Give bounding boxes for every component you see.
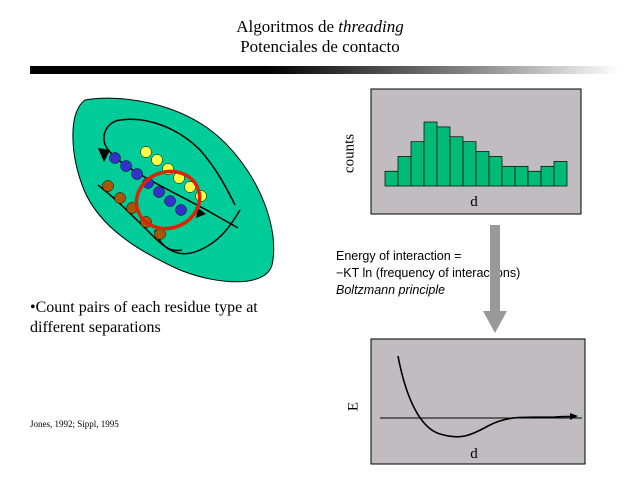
protein-illustration	[72, 97, 275, 283]
residue-bead	[102, 180, 114, 192]
residue-bead	[164, 195, 176, 207]
histogram-bars	[384, 121, 568, 187]
residue-bead	[109, 152, 121, 164]
energy-line1: Energy of interaction =	[336, 249, 462, 263]
histogram-bar	[423, 121, 438, 187]
arrowhead-right	[196, 208, 206, 218]
histogram-bar	[514, 165, 529, 187]
residue-bead	[114, 192, 126, 204]
histogram-bar	[384, 170, 399, 187]
slide-title-line2: Potenciales de contacto	[240, 37, 400, 56]
residue-bead	[131, 168, 143, 180]
energy-line3: Boltzmann principle	[336, 283, 446, 297]
arrowhead-left	[98, 148, 110, 162]
title-italic: threading	[338, 17, 404, 36]
histogram-bar	[462, 141, 477, 187]
energy-curve	[397, 355, 576, 438]
histogram-bar	[553, 161, 568, 187]
title-rule	[30, 66, 620, 74]
energy-ylabel: E	[345, 401, 362, 412]
histogram-bar	[475, 151, 490, 187]
histogram-bar	[540, 165, 555, 187]
histogram-ylabel: counts	[341, 133, 358, 174]
slide-title-line1: Algoritmos de threading	[0, 17, 640, 37]
down-arrow	[483, 225, 507, 333]
residue-bead	[140, 146, 152, 158]
histogram-bar	[527, 170, 542, 187]
histogram-panel: d	[370, 88, 582, 215]
histogram-bar	[436, 126, 451, 187]
residue-bead	[151, 154, 163, 166]
energy-panel: d	[370, 338, 586, 465]
chain-bottom-loop	[154, 209, 241, 255]
protein-blob	[72, 97, 275, 283]
bullet-text: •Count pairs of each residue type at dif…	[30, 299, 258, 336]
histogram-bar	[501, 165, 516, 187]
chain-lower	[97, 184, 183, 252]
title-prefix: Algoritmos de	[236, 17, 339, 36]
contact-ring	[134, 169, 202, 231]
histogram-bar	[488, 156, 503, 187]
histogram-bar	[397, 156, 412, 187]
energy-curve-arrowhead	[570, 413, 578, 420]
residue-bead	[175, 204, 187, 216]
histogram-bar	[449, 136, 464, 187]
residue-bead	[120, 160, 132, 172]
energy-xlabel: d	[470, 446, 478, 462]
chain-loop-top	[119, 118, 236, 206]
beads-blue	[109, 152, 187, 216]
energy-line2: −KT ln (frequency of interactions)	[336, 266, 521, 280]
histogram-xlabel: d	[470, 194, 478, 210]
energy-text: Energy of interaction = −KT ln (frequenc…	[336, 248, 520, 299]
citation: Jones, 1992; Sippl, 1995	[30, 419, 119, 429]
energy-bg	[370, 338, 586, 465]
residue-bead	[153, 186, 165, 198]
histogram-bar	[410, 141, 425, 187]
